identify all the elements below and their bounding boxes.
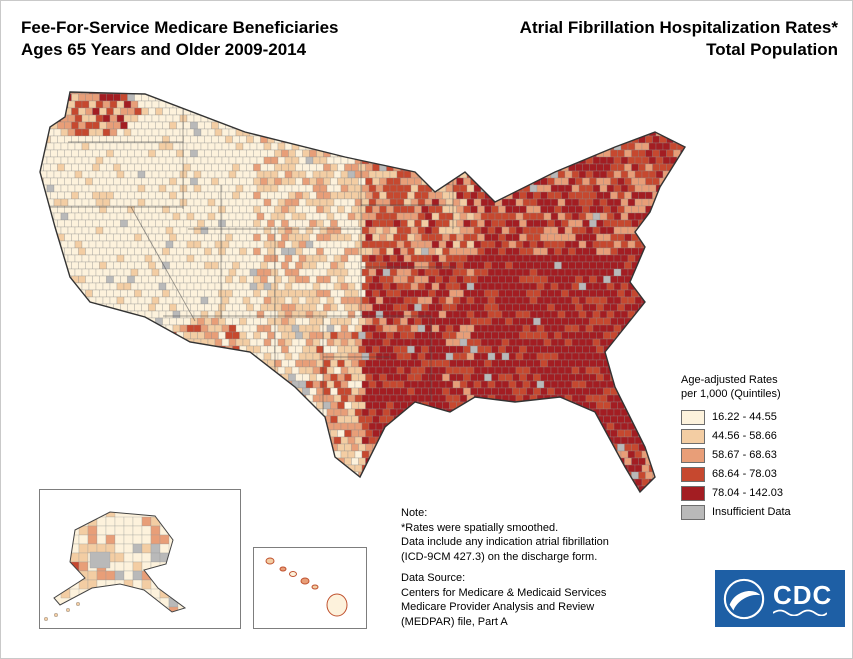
data-source-heading: Data Source: [401,572,466,584]
legend-label: 68.64 - 78.03 [712,468,777,481]
hhs-seal-icon [723,578,765,619]
legend-label: Insufficient Data [712,506,791,519]
cdc-logo: CDC [773,582,832,616]
data-source-block: Data Source: Centers for Medicare & Medi… [401,571,606,629]
legend-item: 16.22 - 44.55 [681,409,849,425]
hawaii-inset-map [253,547,367,629]
us-county-choropleth-map [39,91,687,494]
note-heading: Note: [401,507,428,519]
note-line: Data include any indication atrial fibri… [401,536,609,549]
legend-title-line1: Age-adjusted Rates [681,374,778,386]
legend-title: Age-adjusted Rates per 1,000 (Quintiles) [681,373,849,402]
cdc-wave-icon [773,609,827,616]
data-source-line: Medicare Provider Analysis and Review [401,601,595,614]
hhs-cdc-logo: CDC [715,570,845,627]
map-legend: Age-adjusted Rates per 1,000 (Quintiles)… [681,373,849,524]
title-right-line2: Total Population [706,40,838,60]
note-block: Note: *Rates were spatially smoothed. Da… [401,506,609,564]
data-source-line: Centers for Medicare & Medicaid Services [401,586,607,599]
legend-item: 68.64 - 78.03 [681,466,849,482]
page-title-right: Atrial Fibrillation Hospitalization Rate… [520,17,838,61]
legend-swatch [681,485,705,501]
legend-item: 58.67 - 68.63 [681,447,849,463]
title-left-line1: Fee-For-Service Medicare Beneficiaries [21,18,339,37]
legend-title-line2: per 1,000 (Quintiles) [681,388,781,401]
legend-swatch [681,466,705,482]
legend-item: 78.04 - 142.03 [681,485,849,501]
title-right-line1: Atrial Fibrillation Hospitalization Rate… [519,18,838,37]
legend-swatch [681,428,705,444]
data-source-line: (MEDPAR) file, Part A [401,615,508,628]
legend-swatch [681,504,705,520]
page-title-left: Fee-For-Service Medicare Beneficiaries A… [21,17,338,61]
cdc-logo-text: CDC [773,579,833,610]
legend-swatch [681,409,705,425]
legend-label: 78.04 - 142.03 [712,487,783,500]
note-line: *Rates were spatially smoothed. [401,521,559,534]
legend-swatch [681,447,705,463]
legend-item: Insufficient Data [681,504,849,520]
note-line: (ICD-9CM 427.3) on the discharge form. [401,550,598,563]
title-left-line2: Ages 65 Years and Older 2009-2014 [21,40,307,60]
legend-item: 44.56 - 58.66 [681,428,849,444]
legend-label: 44.56 - 58.66 [712,430,777,443]
legend-label: 58.67 - 68.63 [712,449,777,462]
legend-label: 16.22 - 44.55 [712,411,777,424]
legend-items: 16.22 - 44.55 44.56 - 58.66 58.67 - 68.63 6… [681,409,849,520]
alaska-inset-map [39,489,241,629]
